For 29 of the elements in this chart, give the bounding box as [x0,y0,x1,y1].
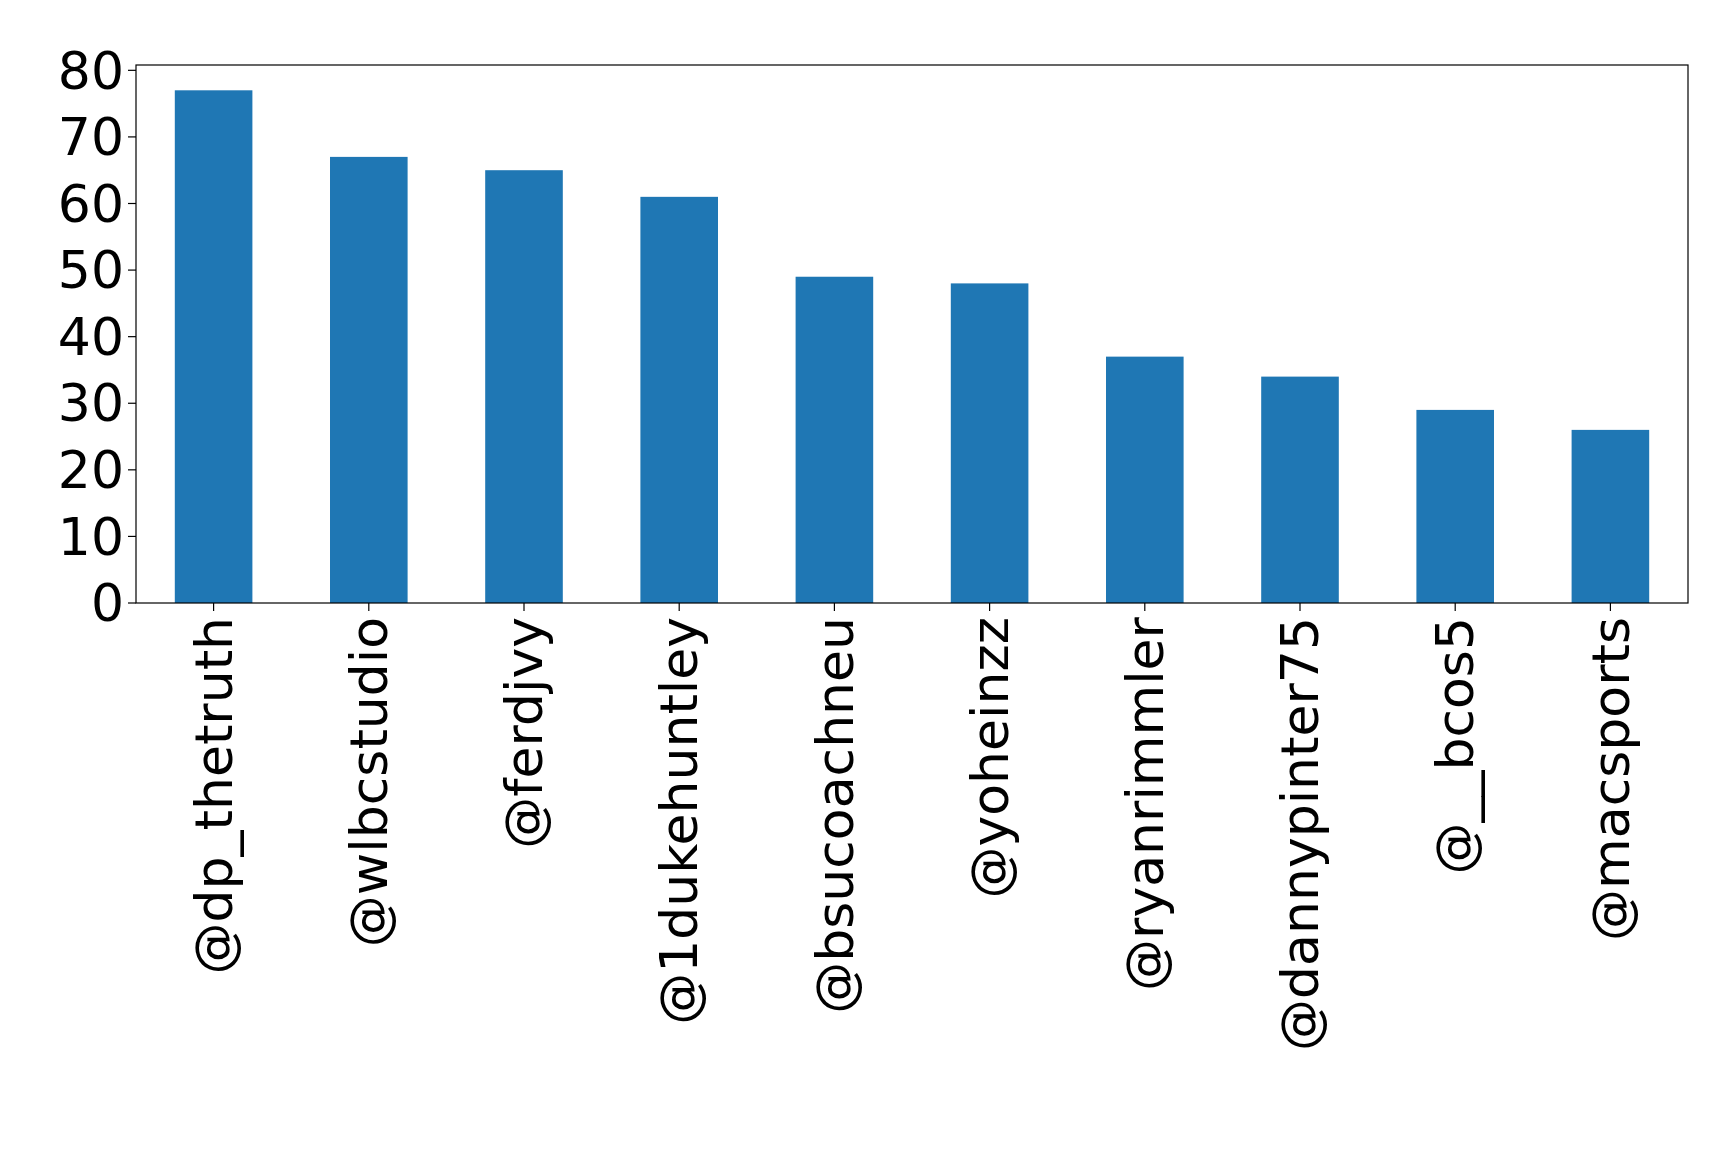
x-tick-label: @bsucoachneu [804,617,865,1014]
y-tick-label: 30 [57,373,124,434]
x-tick-label: @ryanrimmler [1115,616,1175,991]
y-tick-label: 70 [57,107,124,168]
bar [330,156,408,603]
y-tick-label: 20 [57,440,124,501]
x-tick-label: @wlbcstudio [339,617,399,948]
bar [950,283,1029,603]
bar [1416,409,1494,603]
y-tick-label: 60 [57,173,124,234]
x-tick-label: @macsports [1580,617,1641,941]
bar [1261,376,1339,603]
bar [174,90,253,603]
bar [1106,356,1184,603]
y-tick-label: 0 [90,573,124,634]
y-tick-label: 10 [57,506,124,567]
y-tick-label: 50 [57,240,124,301]
bar [485,170,563,603]
y-tick-label: 40 [57,306,124,367]
x-tick-label: @dp_thetruth [183,617,244,975]
bar [795,276,874,603]
x-tick-label: @__bcos5 [1425,617,1486,875]
bar [640,196,718,603]
x-tick-label: @dannypinter75 [1270,617,1331,1051]
bar [1571,429,1650,603]
x-tick-label: @yoheinzz [959,617,1020,899]
y-tick-label: 80 [57,40,124,101]
x-tick-label: @ferdjvy [494,617,555,849]
x-tick-label: @1dukehuntley [649,617,710,1025]
